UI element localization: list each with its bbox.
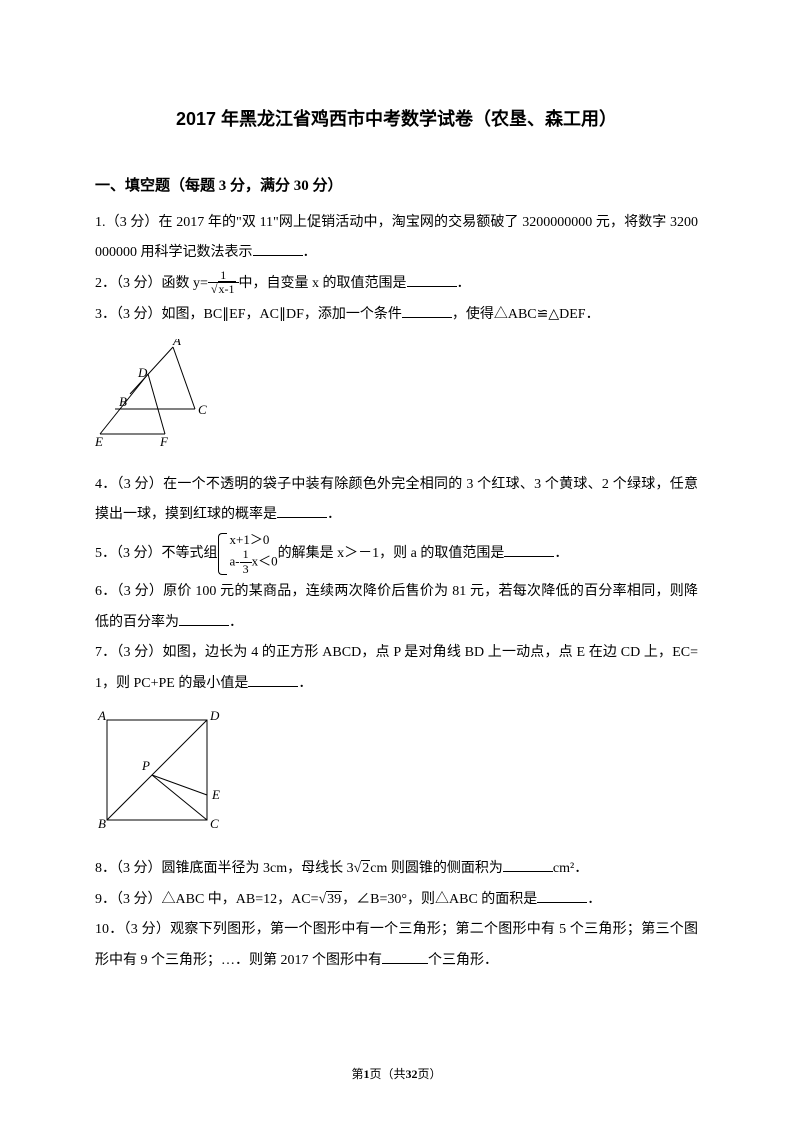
blank	[253, 242, 303, 256]
q8-text-a: 8．（3 分）圆锥底面半径为 3cm，母线长 3	[95, 861, 354, 876]
blank	[503, 858, 553, 872]
question-5: 5．（3 分）不等式组 x+1＞0 a-13x＜0 的解集是 x＞－1，则 a …	[95, 531, 698, 577]
label-D: D	[209, 708, 220, 723]
label-E: E	[211, 787, 220, 802]
blank	[537, 889, 587, 903]
footer-b: 页（共	[369, 1067, 405, 1081]
label-C: C	[210, 816, 219, 831]
figure-2: A D B C E P	[95, 708, 698, 846]
q10-text-b: 个三角形．	[428, 953, 498, 968]
question-8: 8．（3 分）圆锥底面半径为 3cm，母线长 3√2cm 则圆锥的侧面积为cm²…	[95, 854, 698, 885]
q7-text: 7．（3 分）如图，边长为 4 的正方形 ABCD，点 P 是对角线 BD 上一…	[95, 645, 698, 691]
label-F: F	[159, 434, 169, 449]
label-D: D	[137, 365, 148, 380]
label-A: A	[97, 708, 106, 723]
q9-text-a: 9．（3 分）△ABC 中，AB=12，AC=	[95, 892, 318, 907]
label-E: E	[95, 434, 103, 449]
q1-text: 1.（3 分）在 2017 年的"双 11"网上促销活动中，淘宝网的交易额破了 …	[95, 215, 698, 261]
question-7: 7．（3 分）如图，边长为 4 的正方形 ABCD，点 P 是对角线 BD 上一…	[95, 638, 698, 700]
fraction: 1√x-1	[208, 269, 239, 296]
page-total: 32	[406, 1067, 418, 1081]
sys-row-1: x+1＞0	[230, 531, 278, 549]
q3-text-a: 3．（3 分）如图，BC∥EF，AC∥DF，添加一个条件	[95, 307, 402, 322]
label-P: P	[141, 758, 150, 773]
q4-end: ．	[327, 507, 341, 522]
q4-text: 4．（3 分）在一个不透明的袋子中装有除颜色外完全相同的 3 个红球、3 个黄球…	[95, 477, 698, 523]
label-C: C	[198, 402, 207, 417]
page-footer: 第1页（共32页）	[0, 1061, 793, 1087]
footer-a: 第	[351, 1067, 363, 1081]
q7-end: ．	[298, 676, 312, 691]
q2-text-a: 2．（3 分）函数 y=	[95, 276, 208, 291]
q5-end: ．	[554, 546, 568, 561]
q8-text-c: cm²．	[553, 861, 588, 876]
blank	[382, 950, 428, 964]
question-4: 4．（3 分）在一个不透明的袋子中装有除颜色外完全相同的 3 个红球、3 个黄球…	[95, 470, 698, 532]
blank	[504, 543, 554, 557]
sys-row-2: a-13x＜0	[230, 549, 278, 576]
page-title: 2017 年黑龙江省鸡西市中考数学试卷（农垦、森工用）	[95, 100, 698, 140]
question-9: 9．（3 分）△ABC 中，AB=12，AC=√39，∠B=30°，则△ABC …	[95, 885, 698, 916]
q3-text-b: ，使得△ABC≌△DEF．	[452, 307, 600, 322]
blank	[179, 612, 229, 626]
question-1: 1.（3 分）在 2017 年的"双 11"网上促销活动中，淘宝网的交易额破了 …	[95, 208, 698, 270]
question-3: 3．（3 分）如图，BC∥EF，AC∥DF，添加一个条件 ，使得△ABC≌△DEF…	[95, 300, 698, 331]
q9-text-b: ，∠B=30°，则△ABC 的面积是	[342, 892, 537, 907]
fraction: 13	[240, 548, 252, 575]
blank	[277, 504, 327, 518]
question-10: 10．（3 分）观察下列图形，第一个图形中有一个三角形；第二个图形中有 5 个三…	[95, 915, 698, 977]
blank	[407, 273, 457, 287]
q2-end: ．	[457, 276, 471, 291]
q8-text-b: cm 则圆锥的侧面积为	[370, 861, 503, 876]
section-heading: 一、填空题（每题 3 分，满分 30 分）	[95, 170, 698, 203]
denominator: √x-1	[208, 283, 239, 296]
label-B: B	[119, 394, 127, 409]
q5-text-b: 的解集是 x＞－1，则 a 的取值范围是	[278, 546, 505, 561]
q6-end: ．	[229, 615, 243, 630]
blank	[248, 673, 298, 687]
q1-end: ．	[303, 245, 317, 260]
sqrt-body: x-1	[218, 281, 236, 296]
sqrt-body: 39	[326, 891, 342, 907]
footer-c: 页）	[418, 1067, 442, 1081]
q2-text-b: 中，自变量 x 的取值范围是	[239, 276, 407, 291]
label-A: A	[172, 339, 181, 348]
blank	[402, 304, 452, 318]
figure-1: A B C D E F	[95, 339, 698, 462]
equation-system: x+1＞0 a-13x＜0	[218, 531, 278, 577]
q9-end: ．	[587, 892, 601, 907]
question-6: 6．（3 分）原价 100 元的某商品，连续两次降价后售价为 81 元，若每次降…	[95, 577, 698, 639]
sqrt-body: 2	[361, 860, 370, 876]
question-2: 2．（3 分）函数 y=1√x-1中，自变量 x 的取值范围是 ．	[95, 269, 698, 300]
label-B: B	[98, 816, 106, 831]
q5-text-a: 5．（3 分）不等式组	[95, 546, 218, 561]
